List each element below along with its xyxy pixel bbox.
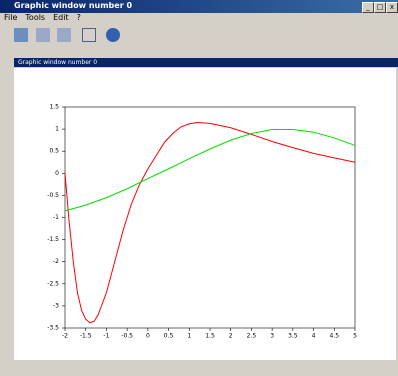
close-button[interactable]: x xyxy=(386,2,398,13)
x-tick-label: 2.5 xyxy=(247,333,257,340)
x-tick-label: 1 xyxy=(187,333,191,340)
x-tick-label: 2 xyxy=(229,333,233,340)
y-tick-label: 0 xyxy=(55,170,59,177)
window: Graphic window number 0 _ □ x File Tools E… xyxy=(0,0,398,376)
menu-bar: File Tools Edit? xyxy=(4,13,81,22)
zoom-in-button[interactable] xyxy=(36,28,50,42)
x-tick-label: -2 xyxy=(62,333,68,340)
x-tick-label: -1 xyxy=(103,333,109,340)
menu-item[interactable]: File xyxy=(4,13,17,22)
y-tick-label: 1.5 xyxy=(49,104,59,111)
y-tick-label: -2.5 xyxy=(47,280,59,287)
help-button[interactable] xyxy=(106,28,120,42)
y-tick-label: 0.5 xyxy=(49,148,59,155)
y-tick-label: -1.5 xyxy=(47,236,59,243)
series-line xyxy=(65,130,355,211)
y-tick-label: -3 xyxy=(53,302,59,309)
x-tick-label: 4 xyxy=(312,333,316,340)
y-tick-label: -2 xyxy=(53,258,59,265)
menu-item[interactable]: ? xyxy=(77,13,81,22)
plot-frame xyxy=(65,107,355,328)
window-title: Graphic window number 0 xyxy=(14,1,132,10)
x-tick-label: 1.5 xyxy=(205,333,215,340)
x-tick-label: 5 xyxy=(353,333,357,340)
x-tick-label: 0.5 xyxy=(164,333,174,340)
menu-item[interactable]: Tools xyxy=(25,13,45,22)
y-tick-label: 1 xyxy=(55,126,59,133)
rotate-button[interactable] xyxy=(82,28,96,42)
zoom-out-button[interactable] xyxy=(57,28,71,42)
x-tick-label: 0 xyxy=(146,333,150,340)
x-tick-label: 3.5 xyxy=(288,333,298,340)
y-tick-label: -3.5 xyxy=(47,325,59,332)
x-tick-label: 4.5 xyxy=(330,333,340,340)
maximize-button[interactable]: □ xyxy=(374,2,386,13)
subtitle-bar: Graphic window number 0 xyxy=(14,58,398,67)
menu-item[interactable]: Edit xyxy=(53,13,69,22)
title-bar: Graphic window number 0 _ □ x xyxy=(0,0,398,13)
minimize-button[interactable]: _ xyxy=(362,2,374,13)
x-tick-label: -1.5 xyxy=(80,333,92,340)
series-line xyxy=(65,122,355,322)
y-tick-label: -1 xyxy=(53,214,59,221)
tool-button[interactable] xyxy=(14,28,28,42)
chart: -2 -1.5 -1 -0.5 0 0.5 1 1.5 2 2.5 3 3.5 4 4.5 5 1.5 1 0.5… xyxy=(14,68,396,360)
x-tick-label: 3 xyxy=(270,333,274,340)
y-tick-label: -0.5 xyxy=(47,192,59,199)
x-tick-label: -0.5 xyxy=(121,333,133,340)
